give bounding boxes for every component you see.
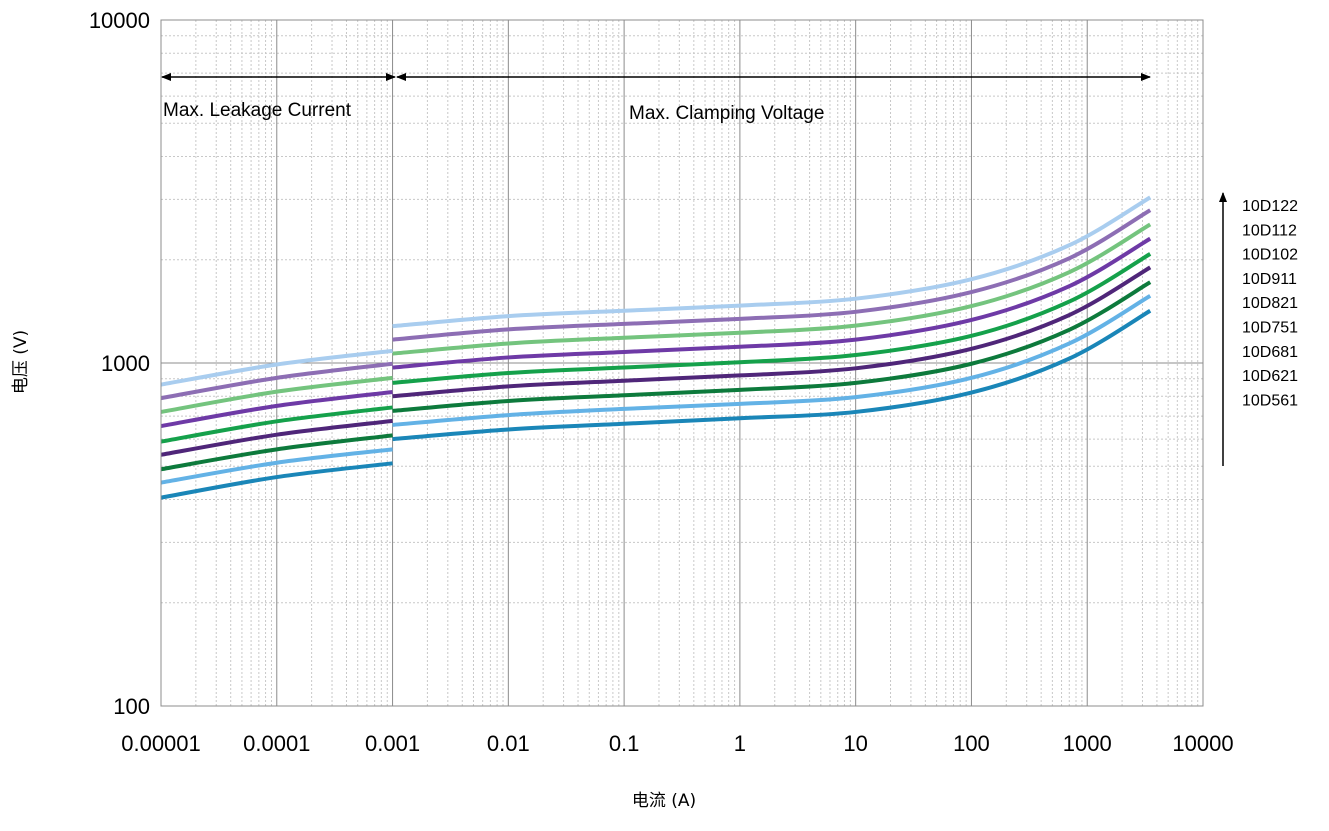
x-tick-label: 0.1	[609, 731, 640, 756]
series-10d751	[160, 265, 1152, 457]
x-axis-title: 电流 (A)	[632, 791, 696, 811]
x-tick-label: 10	[843, 731, 867, 756]
y-tick-label: 100	[113, 694, 150, 719]
series-line-segment	[160, 405, 393, 444]
y-axis-tick-labels: 100 1000 10000	[89, 8, 150, 719]
x-tick-label: 10000	[1172, 731, 1233, 756]
legend-entry-10d821: 10D821	[1242, 295, 1298, 312]
x-tick-label: 1000	[1063, 731, 1112, 756]
plot-area-border	[160, 19, 1204, 707]
legend: 10D122 10D112 10D102 10D911 10D821 10D751 10D6…	[1219, 192, 1298, 466]
series-line-segment	[392, 280, 1152, 413]
x-axis-tick-labels: 0.00001 0.0001 0.001 0.01 0.1 1 10 100 1000 10000	[121, 731, 1233, 756]
legend-entry-10d112: 10D112	[1242, 222, 1297, 239]
clamping-annotation: Max. Clamping Voltage	[629, 103, 824, 124]
series-10d102	[160, 222, 1152, 414]
series-line-segment	[160, 390, 393, 429]
series-line-segment	[392, 195, 1152, 329]
legend-entry-10d911: 10D911	[1242, 271, 1297, 288]
legend-entry-10d561: 10D561	[1242, 392, 1298, 409]
series-line-segment	[160, 361, 393, 401]
series-line-segment	[160, 447, 393, 485]
series-10d911	[160, 236, 1152, 429]
leakage-annotation: Max. Leakage Current	[163, 100, 352, 121]
legend-entry-10d681: 10D681	[1242, 344, 1298, 361]
series-10d561	[160, 309, 1152, 500]
series-line-segment	[392, 252, 1152, 385]
series-line-segment	[160, 418, 393, 457]
x-tick-label: 0.001	[365, 731, 420, 756]
series-line-segment	[392, 222, 1152, 356]
x-tick-label: 0.0001	[243, 731, 310, 756]
series-10d821	[160, 252, 1152, 444]
y-tick-label: 1000	[101, 351, 150, 376]
x-tick-label: 0.01	[487, 731, 530, 756]
series-10d112	[160, 208, 1152, 401]
annotations: Max. Leakage Current Max. Clamping Volta…	[161, 73, 1151, 124]
x-tick-label: 0.00001	[121, 731, 201, 756]
legend-entry-10d102: 10D102	[1242, 247, 1298, 264]
y-tick-label: 10000	[89, 8, 150, 33]
y-axis-title: 电压 (V)	[11, 330, 31, 394]
series-10d681	[160, 280, 1152, 472]
series-line-segment	[160, 348, 393, 387]
x-tick-label: 100	[953, 731, 990, 756]
series-line-segment	[160, 461, 393, 500]
series-line-segment	[392, 236, 1152, 370]
series-lines	[160, 195, 1152, 500]
legend-entry-10d621: 10D621	[1242, 368, 1298, 385]
series-10d122	[160, 195, 1152, 387]
legend-entry-10d751: 10D751	[1242, 320, 1298, 337]
series-line-segment	[160, 433, 393, 472]
legend-entry-10d122: 10D122	[1242, 198, 1298, 215]
series-line-segment	[392, 309, 1152, 442]
series-line-segment	[392, 265, 1152, 399]
series-line-segment	[392, 208, 1152, 342]
series-line-segment	[392, 294, 1152, 427]
series-10d621	[160, 294, 1152, 485]
series-line-segment	[160, 375, 393, 414]
x-tick-label: 1	[734, 731, 746, 756]
